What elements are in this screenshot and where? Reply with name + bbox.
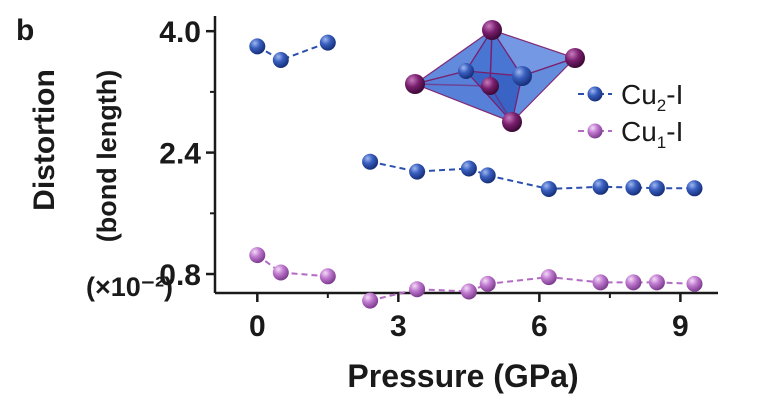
series-2-point [272, 264, 289, 281]
y-tick-label: 2.4 [159, 138, 201, 171]
series-2-point [409, 281, 426, 298]
series-2-point [540, 269, 557, 286]
series-1-point [686, 180, 703, 197]
legend-suffix-series-2: -I [666, 116, 683, 147]
series-1-point [625, 179, 642, 196]
panel-label: b [16, 14, 34, 47]
y-axis-label: Distortion [28, 69, 61, 211]
series-2-point [592, 274, 609, 291]
x-axis-label: Pressure (GPa) [347, 358, 578, 394]
series-2-point [319, 268, 336, 285]
series-1-line [256, 41, 329, 62]
legend-suffix-series-1: -I [666, 79, 683, 110]
x-tick-label: 6 [531, 310, 548, 343]
legend-label-series-2: Cu [621, 116, 657, 147]
legend: Cu2-I Cu1-I [578, 79, 683, 152]
legend-sub-series-2: 1 [657, 133, 666, 152]
series-1-point [460, 160, 477, 177]
svg-text:Cu2-I: Cu2-I [621, 79, 683, 115]
series-2-point [625, 274, 642, 291]
series-1-point [249, 38, 266, 55]
x-tick-label: 0 [249, 310, 266, 343]
legend-label-series-1: Cu [621, 79, 657, 110]
series-2-line [256, 254, 328, 278]
series-1-point [479, 167, 496, 184]
series-1-point [319, 34, 336, 51]
y-axis-unit: (×10⁻²) [86, 272, 173, 302]
series-1-point [362, 153, 379, 170]
legend-item-series-1: Cu2-I [578, 79, 683, 115]
polyhedron-inset [405, 20, 585, 132]
x-tick-label: 3 [390, 310, 407, 343]
series-1-point [648, 180, 665, 197]
series-1-point [540, 181, 557, 197]
series-2-point [460, 283, 477, 300]
legend-sub-series-1: 2 [657, 96, 666, 115]
legend-item-series-2: Cu1-I [578, 116, 683, 152]
series-2-point [648, 274, 665, 291]
series-1-point [592, 178, 609, 195]
svg-text:Cu1-I: Cu1-I [621, 116, 683, 152]
x-tick-label: 9 [672, 310, 689, 343]
y-tick-label: 4.0 [159, 16, 201, 49]
series-1-point [409, 163, 426, 180]
series-2-point [686, 275, 703, 292]
series-2-point [249, 247, 266, 264]
series-2-point [479, 275, 496, 292]
y-axis-label-sub: (bond length) [92, 70, 122, 242]
series-2-point [362, 292, 379, 309]
y-tick-label: 0.8 [159, 259, 201, 292]
series-1-point [272, 52, 289, 68]
